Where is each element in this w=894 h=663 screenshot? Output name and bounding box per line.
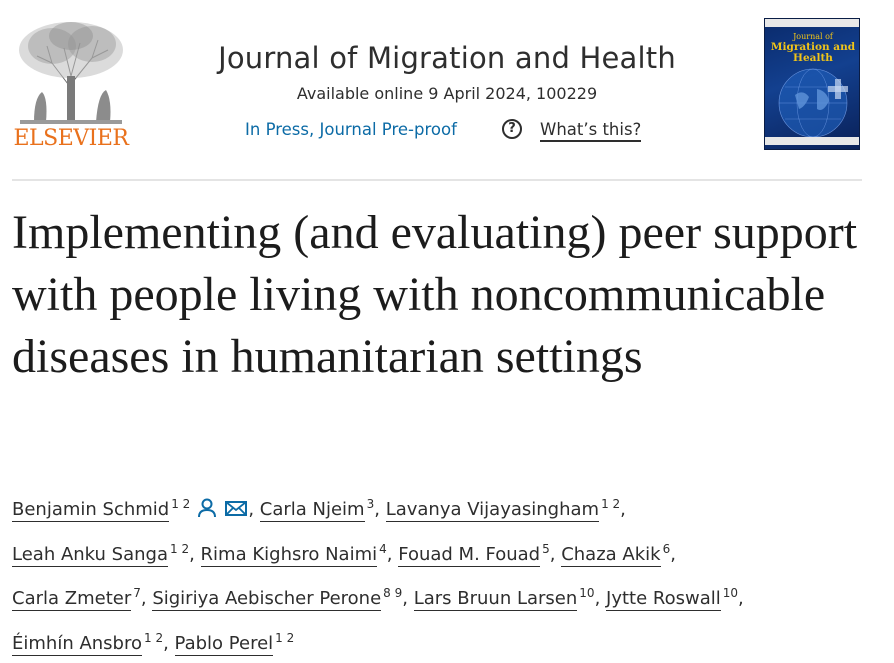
cover-globe-art	[765, 68, 859, 145]
author-link[interactable]: Sigiriya Aebischer Perone	[152, 588, 382, 611]
author-link[interactable]: Carla Zmeter	[12, 588, 132, 611]
author-link[interactable]: Rima Kighsro Naimi	[200, 543, 378, 567]
author-link[interactable]: Lavanya Vijayasingham	[385, 499, 600, 522]
author-item: Lavanya Vijayasingham 1 2,	[385, 497, 626, 522]
author-item: Pablo Perel 1 2	[174, 630, 295, 656]
article-header: ELSEVIER Journal of Migration and Health…	[0, 0, 894, 180]
author-item: Chaza Akik 6,	[561, 541, 676, 567]
whats-this-link[interactable]: What’s this?	[540, 120, 642, 142]
affiliation-ref[interactable]: 1 2	[601, 497, 621, 511]
question-circle-icon[interactable]: ?	[502, 119, 522, 139]
journal-title-link[interactable]: Journal of Migration and Health	[218, 41, 676, 75]
author-item: Rima Kighsro Naimi 4,	[200, 541, 399, 567]
affiliation-ref[interactable]: 4	[379, 541, 387, 556]
author-link[interactable]: Lars Bruun Larsen	[413, 588, 578, 611]
affiliation-ref[interactable]: 10	[722, 586, 739, 600]
author-item: Carla Zmeter 7,	[12, 586, 153, 611]
author-item: Jytte Roswall 10,	[606, 586, 744, 611]
elsevier-logo[interactable]: ELSEVIER	[12, 18, 130, 152]
affiliation-ref[interactable]: 7	[133, 586, 141, 600]
journal-info: Journal of Migration and Health Availabl…	[150, 40, 744, 142]
affiliation-ref[interactable]: 8 9	[383, 586, 403, 600]
author-link[interactable]: Fouad M. Fouad	[398, 543, 541, 567]
affiliation-ref[interactable]: 5	[542, 541, 550, 556]
availability-date: Available online 9 April 2024, 100229	[296, 84, 598, 103]
affiliation-ref[interactable]: 1 2	[275, 630, 295, 645]
author-item: Sigiriya Aebischer Perone 8 9,	[152, 586, 414, 611]
author-link[interactable]: Chaza Akik	[561, 543, 661, 567]
affiliation-ref[interactable]: 1 2	[170, 541, 190, 556]
affiliation-ref[interactable]: 1 2	[144, 630, 164, 645]
affiliation-ref[interactable]: 1 2	[171, 497, 191, 511]
author-item: Benjamin Schmid 1 2,	[12, 497, 260, 522]
author-item: Leah Anku Sanga 1 2,	[12, 541, 201, 567]
author-item: Carla Njeim 3,	[259, 497, 386, 522]
cover-top-strip	[765, 19, 859, 27]
header-divider	[12, 179, 862, 181]
cover-title: Journal of Migration and Health	[770, 32, 856, 64]
journal-cover-image[interactable]: Journal of Migration and Health	[764, 18, 860, 150]
in-press-link[interactable]: In Press, Journal Pre-proof	[245, 120, 457, 139]
article-status: In Press, Journal Pre-proof ? What’s thi…	[150, 116, 744, 146]
affiliation-ref[interactable]: 10	[579, 586, 595, 600]
author-link[interactable]: Pablo Perel	[174, 632, 274, 656]
author-link[interactable]: Leah Anku Sanga	[12, 543, 168, 567]
envelope-icon[interactable]	[224, 497, 248, 519]
author-list: Benjamin Schmid 1 2, Carla Njeim 3, Lavany…	[12, 485, 872, 663]
author-item: Fouad M. Fouad 5,	[398, 541, 562, 567]
person-icon[interactable]	[196, 497, 218, 519]
author-link[interactable]: Carla Njeim	[259, 499, 365, 522]
article-title: Implementing (and evaluating) peer suppo…	[12, 206, 858, 383]
affiliation-ref[interactable]: 6	[662, 541, 671, 556]
author-item: Éimhín Ansbro 1 2,	[12, 630, 175, 656]
author-item: Lars Bruun Larsen 10,	[413, 586, 607, 611]
affiliation-ref[interactable]: 3	[366, 497, 375, 511]
publisher-name: ELSEVIER	[13, 126, 129, 151]
elsevier-tree-icon	[12, 18, 130, 126]
author-link[interactable]: Jytte Roswall	[606, 588, 721, 611]
author-link[interactable]: Benjamin Schmid	[12, 499, 170, 522]
author-link[interactable]: Éimhín Ansbro	[12, 632, 142, 656]
